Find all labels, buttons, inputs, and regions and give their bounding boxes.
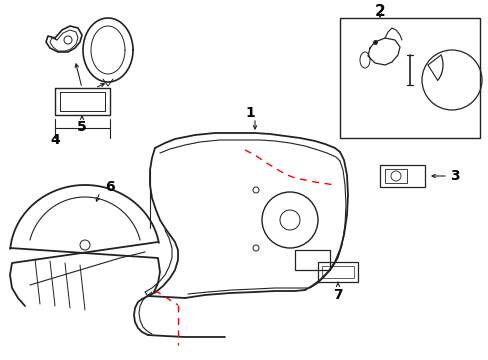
Bar <box>379 165 424 187</box>
Bar <box>317 262 357 282</box>
Text: 6: 6 <box>105 180 115 194</box>
Text: 4: 4 <box>50 133 60 147</box>
Text: 7: 7 <box>332 288 342 302</box>
Bar <box>321 266 353 278</box>
Text: 2: 2 <box>374 4 385 19</box>
Bar <box>339 18 479 138</box>
Text: 3: 3 <box>449 169 459 183</box>
Text: 5: 5 <box>77 120 87 134</box>
Bar <box>294 250 329 270</box>
Bar <box>384 169 406 183</box>
Text: 1: 1 <box>244 106 254 120</box>
